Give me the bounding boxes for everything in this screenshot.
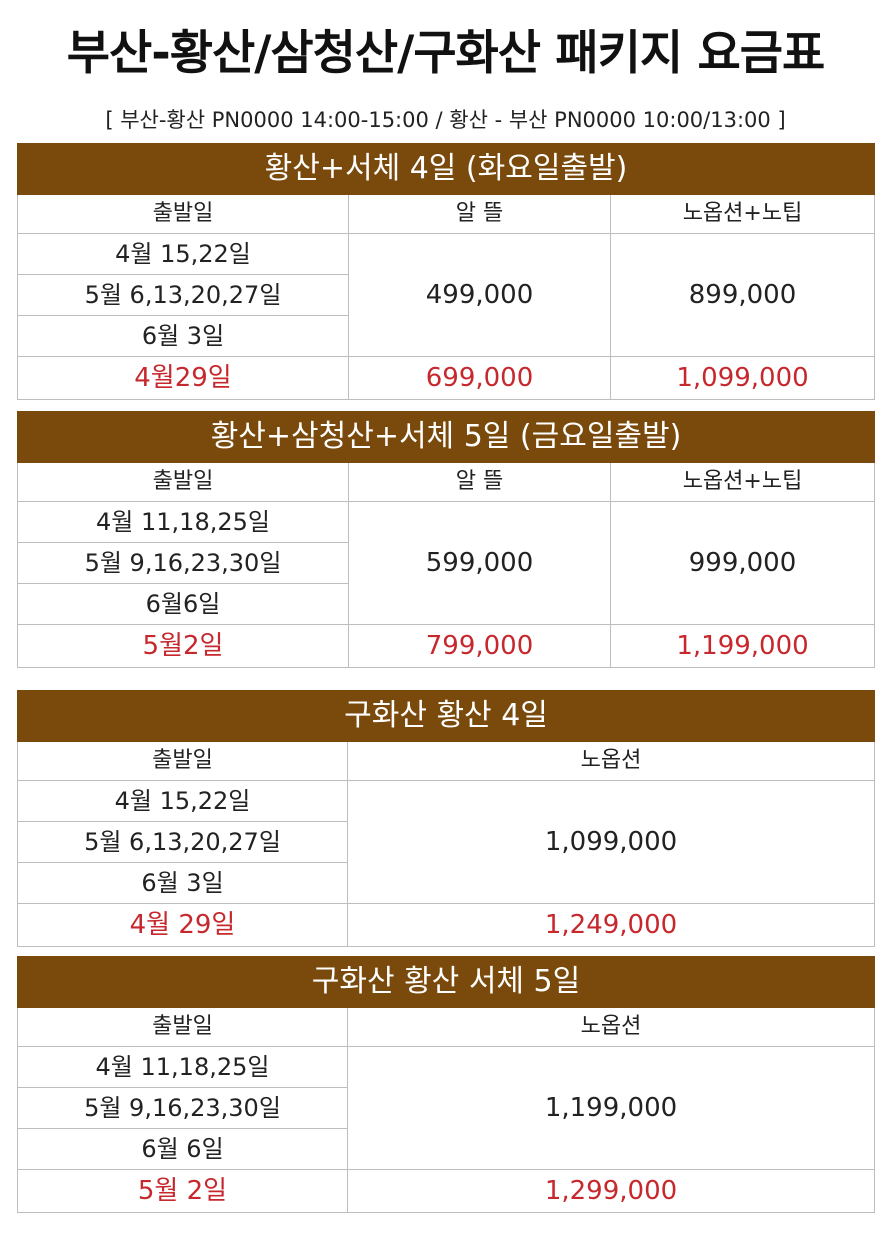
special-no-option-price: 1,199,000	[609, 624, 876, 668]
special-departure-date: 4월29일	[17, 356, 349, 400]
special-no-option-price: 1,099,000	[609, 356, 876, 400]
package-title: 황산+서체 4일 (화요일출발)	[16, 143, 876, 195]
column-header-departure: 출발일	[17, 194, 349, 234]
departure-date: 4월 11,18,25일	[17, 501, 349, 543]
departure-date: 4월 15,22일	[17, 233, 349, 275]
package-title: 구화산 황산 서체 5일	[17, 956, 875, 1008]
budget-price: 499,000	[348, 233, 611, 357]
column-header-no-option: 노옵션	[347, 1007, 875, 1047]
price-table-package-1: 황산+서체 4일 (화요일출발) 출발일 알 뜰 노옵션+노팁 4월 15,22…	[16, 143, 876, 400]
special-departure-date: 5월 2일	[17, 1169, 348, 1213]
departure-date: 4월 15,22일	[17, 780, 348, 822]
departure-date: 6월6일	[17, 583, 349, 625]
departure-date: 5월 6,13,20,27일	[17, 821, 348, 863]
departure-date: 6월 6일	[17, 1128, 348, 1170]
column-header-departure: 출발일	[17, 1007, 348, 1047]
column-header-no-option: 노옵션+노팁	[609, 194, 876, 234]
departure-date: 4월 11,18,25일	[17, 1046, 348, 1088]
price-table-package-4: 구화산 황산 서체 5일 출발일 노옵션 4월 11,18,25일 1,199,…	[17, 956, 875, 1213]
column-header-budget: 알 뜰	[348, 462, 611, 502]
price-table-package-2: 황산+삼청산+서체 5일 (금요일출발) 출발일 알 뜰 노옵션+노팁 4월 1…	[16, 411, 876, 668]
column-header-departure: 출발일	[17, 462, 349, 502]
no-option-price: 1,199,000	[347, 1046, 875, 1170]
departure-date: 6월 3일	[17, 315, 349, 357]
special-budget-price: 799,000	[348, 624, 611, 668]
price-table-package-3: 구화산 황산 4일 출발일 노옵션 4월 15,22일 1,099,000 5월…	[16, 690, 876, 947]
column-header-departure: 출발일	[17, 741, 348, 781]
page-title: 부산-황산/삼청산/구화산 패키지 요금표	[66, 26, 825, 81]
departure-date: 6월 3일	[17, 862, 348, 904]
column-header-no-option: 노옵션+노팁	[609, 462, 876, 502]
special-departure-date: 4월 29일	[17, 903, 348, 947]
special-budget-price: 699,000	[348, 356, 611, 400]
budget-price: 599,000	[348, 501, 611, 625]
package-title: 황산+삼청산+서체 5일 (금요일출발)	[16, 411, 876, 463]
flight-schedule: [ 부산-황산 PN0000 14:00-15:00 / 황산 - 부산 PN0…	[105, 108, 786, 132]
special-departure-date: 5월2일	[17, 624, 349, 668]
no-option-price: 899,000	[609, 233, 876, 357]
column-header-no-option: 노옵션	[346, 741, 876, 781]
departure-date: 5월 6,13,20,27일	[17, 274, 349, 316]
no-option-price: 999,000	[609, 501, 876, 625]
no-option-price: 1,099,000	[346, 780, 876, 904]
special-no-option-price: 1,299,000	[347, 1169, 875, 1213]
departure-date: 5월 9,16,23,30일	[17, 542, 349, 584]
special-no-option-price: 1,249,000	[346, 903, 876, 947]
departure-date: 5월 9,16,23,30일	[17, 1087, 348, 1129]
package-title: 구화산 황산 4일	[16, 690, 876, 742]
column-header-budget: 알 뜰	[348, 194, 611, 234]
